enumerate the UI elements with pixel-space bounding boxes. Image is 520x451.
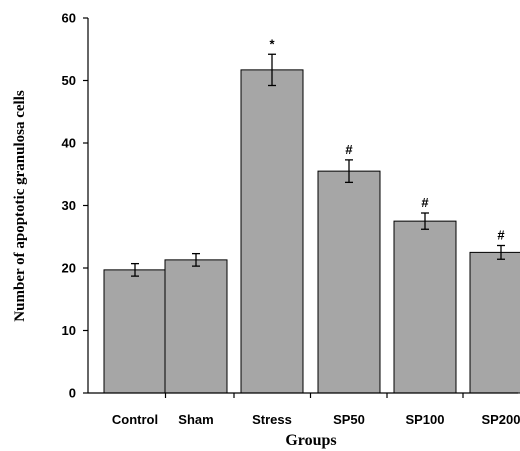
error-bar-control (131, 262, 139, 277)
y-tick-label: 20 (62, 261, 76, 276)
bar-sp200 (469, 251, 520, 394)
bar-sp100 (393, 220, 457, 394)
significance-marker-sp50: # (345, 142, 353, 157)
x-tick-label-sham: Sham (178, 412, 213, 427)
y-tick-label: 50 (62, 73, 76, 88)
bar-sham (164, 259, 228, 394)
x-axis-label: Groups (285, 432, 336, 449)
bars: * # # # (103, 36, 520, 394)
bar-sp50 (317, 170, 381, 394)
x-tick-label-sp50: SP50 (333, 412, 365, 427)
y-tick-label: 60 (62, 11, 76, 26)
y-tick-label: 40 (62, 136, 76, 151)
y-tick-label: 10 (62, 323, 76, 338)
error-bar-stress (268, 53, 276, 87)
bar-control (103, 269, 167, 394)
y-axis-label: Number of apoptotic granulosa cells (12, 90, 28, 322)
significance-marker-sp100: # (421, 195, 429, 210)
y-tick-label: 0 (69, 386, 76, 401)
tick-labels: 0 10 20 30 40 50 60 Control Sham Stress SP50 SP100 S… (62, 11, 520, 428)
bar-stress (240, 69, 304, 394)
error-bar-sp200 (497, 244, 505, 260)
error-bar-sp50 (345, 159, 353, 184)
axes (83, 17, 518, 398)
significance-marker-sp200: # (497, 228, 505, 243)
x-tick-label-sp200: SP200 (481, 412, 520, 427)
error-bar-sp100 (421, 212, 429, 230)
x-tick-label-sp100: SP100 (405, 412, 444, 427)
error-bar-sham (192, 252, 200, 267)
x-tick-label-stress: Stress (252, 412, 292, 427)
significance-marker-stress: * (269, 36, 275, 51)
y-tick-label: 30 (62, 198, 76, 213)
x-tick-label-control: Control (112, 412, 158, 427)
